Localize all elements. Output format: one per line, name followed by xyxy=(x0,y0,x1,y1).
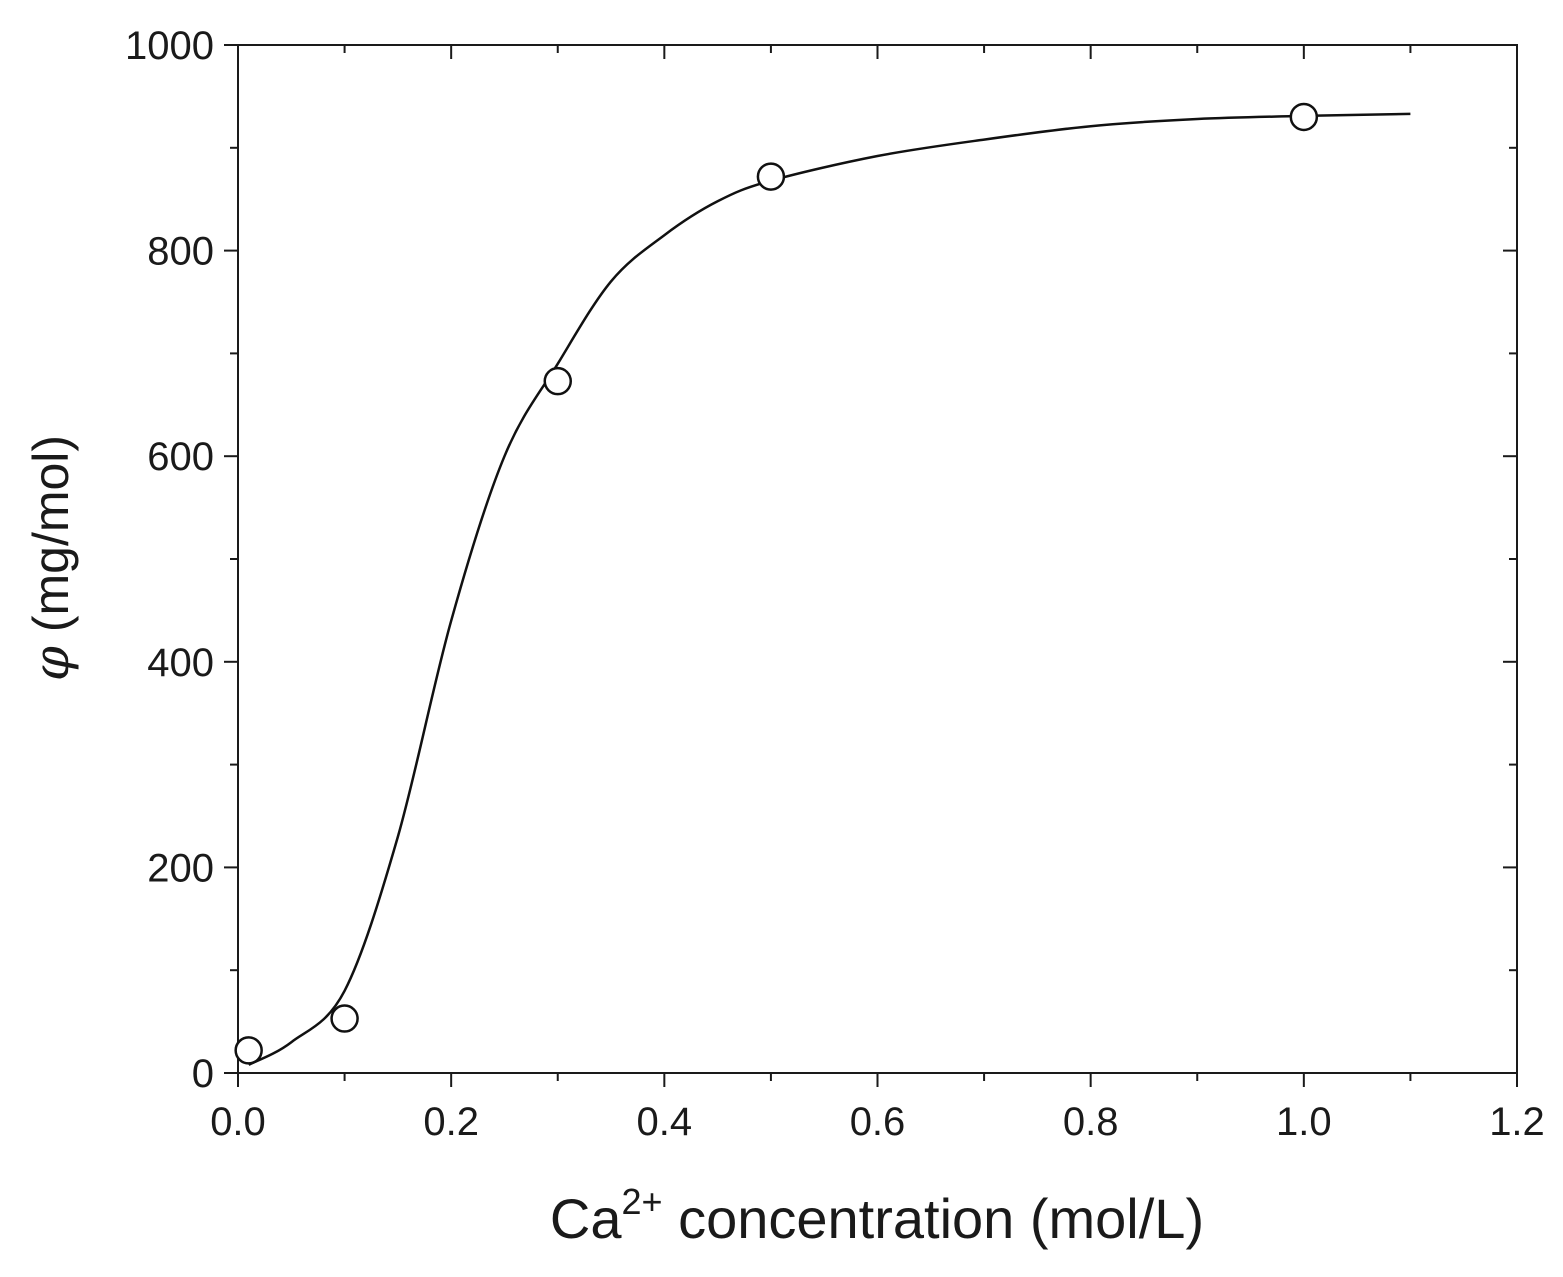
plot-frame xyxy=(237,44,1518,1074)
x-tick-label: 0.0 xyxy=(210,1100,266,1144)
y-ticks xyxy=(224,44,1517,1074)
y-tick-label: 400 xyxy=(147,641,214,685)
y-tick-label: 0 xyxy=(192,1052,214,1096)
x-axis-title-rest: concentration (mol/L) xyxy=(663,1187,1205,1250)
fit-curve xyxy=(248,112,1411,1066)
x-tick-label: 0.8 xyxy=(1063,1100,1119,1144)
points-layer xyxy=(234,102,1319,1065)
y-axis-title-rest: (mg/mol) xyxy=(23,435,79,646)
x-ticks xyxy=(237,45,1518,1087)
x-axis-title-superscript: 2+ xyxy=(621,1181,662,1222)
y-tick-label: 200 xyxy=(147,846,214,890)
data-point xyxy=(543,366,572,396)
x-tick-label: 0.4 xyxy=(637,1100,693,1144)
data-point xyxy=(1289,102,1319,132)
x-tick-label: 1.2 xyxy=(1489,1100,1545,1144)
data-point xyxy=(234,1036,263,1065)
y-axis-title-symbol: φ xyxy=(22,646,80,681)
y-tick-label: 600 xyxy=(147,435,214,479)
y-tick-label: 800 xyxy=(147,230,214,274)
y-tick-label: 1000 xyxy=(125,24,214,68)
x-tick-label: 1.0 xyxy=(1276,1100,1332,1144)
y-axis-title: φ (mg/mol) xyxy=(22,435,80,681)
x-tick-label: 0.2 xyxy=(423,1100,479,1144)
x-axis-title: Ca2+ concentration (mol/L) xyxy=(550,1181,1204,1250)
x-axis-title-base: Ca xyxy=(550,1187,622,1250)
data-point xyxy=(330,1004,359,1033)
x-tick-labels: 0.0 0.2 0.4 0.6 0.8 1.0 1.2 xyxy=(210,1100,1545,1144)
fit-layer xyxy=(248,112,1411,1066)
x-tick-label: 0.6 xyxy=(850,1100,906,1144)
data-point xyxy=(756,162,786,191)
y-tick-labels: 0 200 400 600 800 1000 xyxy=(125,24,214,1096)
plot-border xyxy=(237,44,1518,1074)
